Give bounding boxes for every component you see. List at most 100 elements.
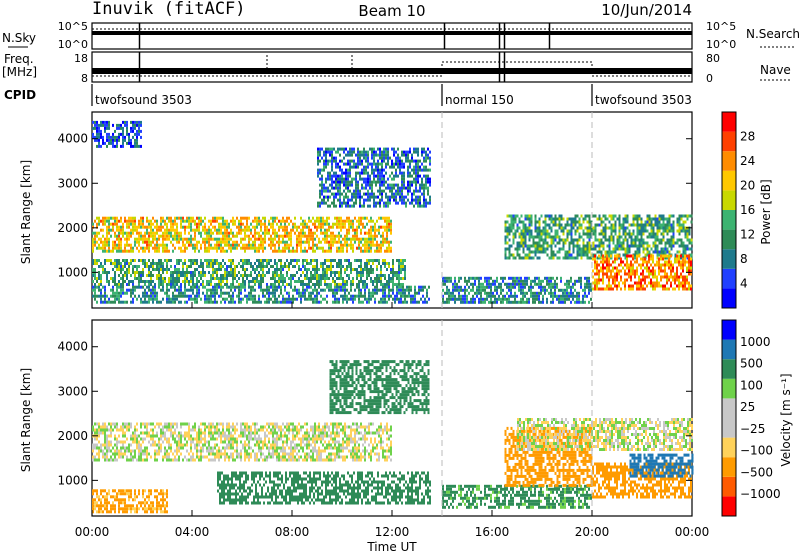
echo-cell xyxy=(331,168,333,172)
echo-cell xyxy=(254,249,256,253)
echo-cell xyxy=(680,226,683,230)
echo-cell xyxy=(596,223,599,227)
echo-cell xyxy=(348,216,350,220)
echo-cell xyxy=(176,240,178,244)
echo-cell xyxy=(325,189,327,193)
echo-cell xyxy=(188,280,190,283)
echo-cell xyxy=(384,219,386,223)
echo-cell xyxy=(636,232,639,236)
echo-cell xyxy=(347,180,349,184)
echo-cell xyxy=(208,228,210,232)
echo-cell xyxy=(156,231,158,235)
echo-cell xyxy=(152,265,154,268)
echo-cell xyxy=(148,280,150,283)
echo-cell xyxy=(690,238,693,242)
echo-cell xyxy=(364,297,366,301)
echo-cell xyxy=(148,249,150,253)
echo-cell xyxy=(508,244,511,248)
echo-cell xyxy=(124,249,126,253)
echo-cell xyxy=(146,246,148,250)
echo-cell xyxy=(120,300,122,304)
echo-cell xyxy=(282,300,284,304)
echo-cell xyxy=(134,285,136,289)
echo-cell xyxy=(170,225,172,229)
echo-cell xyxy=(322,265,324,268)
echo-cell xyxy=(238,294,240,298)
echo-cell xyxy=(334,285,336,289)
echo-cell xyxy=(522,279,524,283)
echo-cell xyxy=(162,262,164,265)
echo-cell xyxy=(423,201,425,205)
echo-cell xyxy=(374,237,376,241)
echo-cell xyxy=(332,280,334,283)
echo-cell xyxy=(130,219,132,223)
echo-cell xyxy=(554,285,556,289)
echo-cell xyxy=(514,279,516,283)
echo-cell xyxy=(387,177,389,181)
echo-cell xyxy=(580,223,583,227)
echo-cell xyxy=(320,231,322,235)
echo-cell xyxy=(324,240,326,244)
echo-cell xyxy=(397,192,399,196)
echo-cell xyxy=(112,240,114,244)
echo-cell xyxy=(216,283,218,286)
echo-cell xyxy=(176,283,178,286)
echo-cell xyxy=(260,234,262,238)
echo-cell xyxy=(367,150,369,154)
echo-cell xyxy=(292,300,294,304)
echo-cell xyxy=(230,249,232,253)
echo-cell xyxy=(550,256,553,260)
echo-cell xyxy=(236,280,238,283)
echo-cell xyxy=(566,232,569,236)
echo-cell xyxy=(464,279,466,283)
echo-cell xyxy=(544,226,547,230)
echo-cell xyxy=(152,297,154,301)
echo-cell xyxy=(326,259,328,262)
echo-cell xyxy=(122,283,124,286)
echo-cell xyxy=(668,238,671,242)
echo-cell xyxy=(270,234,272,238)
echo-cell xyxy=(162,283,164,286)
echo-cell xyxy=(356,277,358,280)
echo-cell xyxy=(152,274,154,277)
echo-cell xyxy=(238,243,240,247)
echo-cell xyxy=(650,229,653,233)
echo-cell xyxy=(413,180,415,184)
echo-cell xyxy=(600,232,603,236)
echo-cell xyxy=(254,277,256,280)
echo-cell xyxy=(634,253,637,257)
echo-cell xyxy=(456,297,458,301)
echo-cell xyxy=(353,165,355,169)
echo-cell xyxy=(328,216,330,220)
echo-cell xyxy=(652,250,655,254)
echo-cell xyxy=(358,246,360,250)
echo-cell xyxy=(186,288,188,292)
echo-cell xyxy=(345,168,347,172)
echo-cell xyxy=(668,220,671,224)
echo-cell xyxy=(266,262,268,265)
echo-cell xyxy=(510,288,512,292)
echo-cell xyxy=(154,262,156,265)
echo-cell xyxy=(668,226,671,230)
echo-cell xyxy=(364,237,366,241)
echo-cell xyxy=(96,222,98,226)
echo-cell xyxy=(608,263,610,267)
echo-cell xyxy=(379,183,381,187)
echo-cell xyxy=(536,220,539,224)
echo-cell xyxy=(598,272,600,276)
echo-cell xyxy=(274,288,276,292)
echo-cell xyxy=(188,288,190,292)
echo-cell xyxy=(360,231,362,235)
echo-cell xyxy=(342,265,344,268)
echo-cell xyxy=(366,285,368,289)
echo-cell xyxy=(548,256,551,260)
echo-cell xyxy=(528,288,530,292)
echo-cell xyxy=(230,297,232,301)
echo-cell xyxy=(214,259,216,262)
echo-cell xyxy=(520,285,522,289)
echo-cell xyxy=(146,274,148,277)
echo-cell xyxy=(260,280,262,283)
echo-cell xyxy=(327,204,329,208)
echo-cell xyxy=(374,291,376,295)
echo-cell xyxy=(325,186,327,190)
